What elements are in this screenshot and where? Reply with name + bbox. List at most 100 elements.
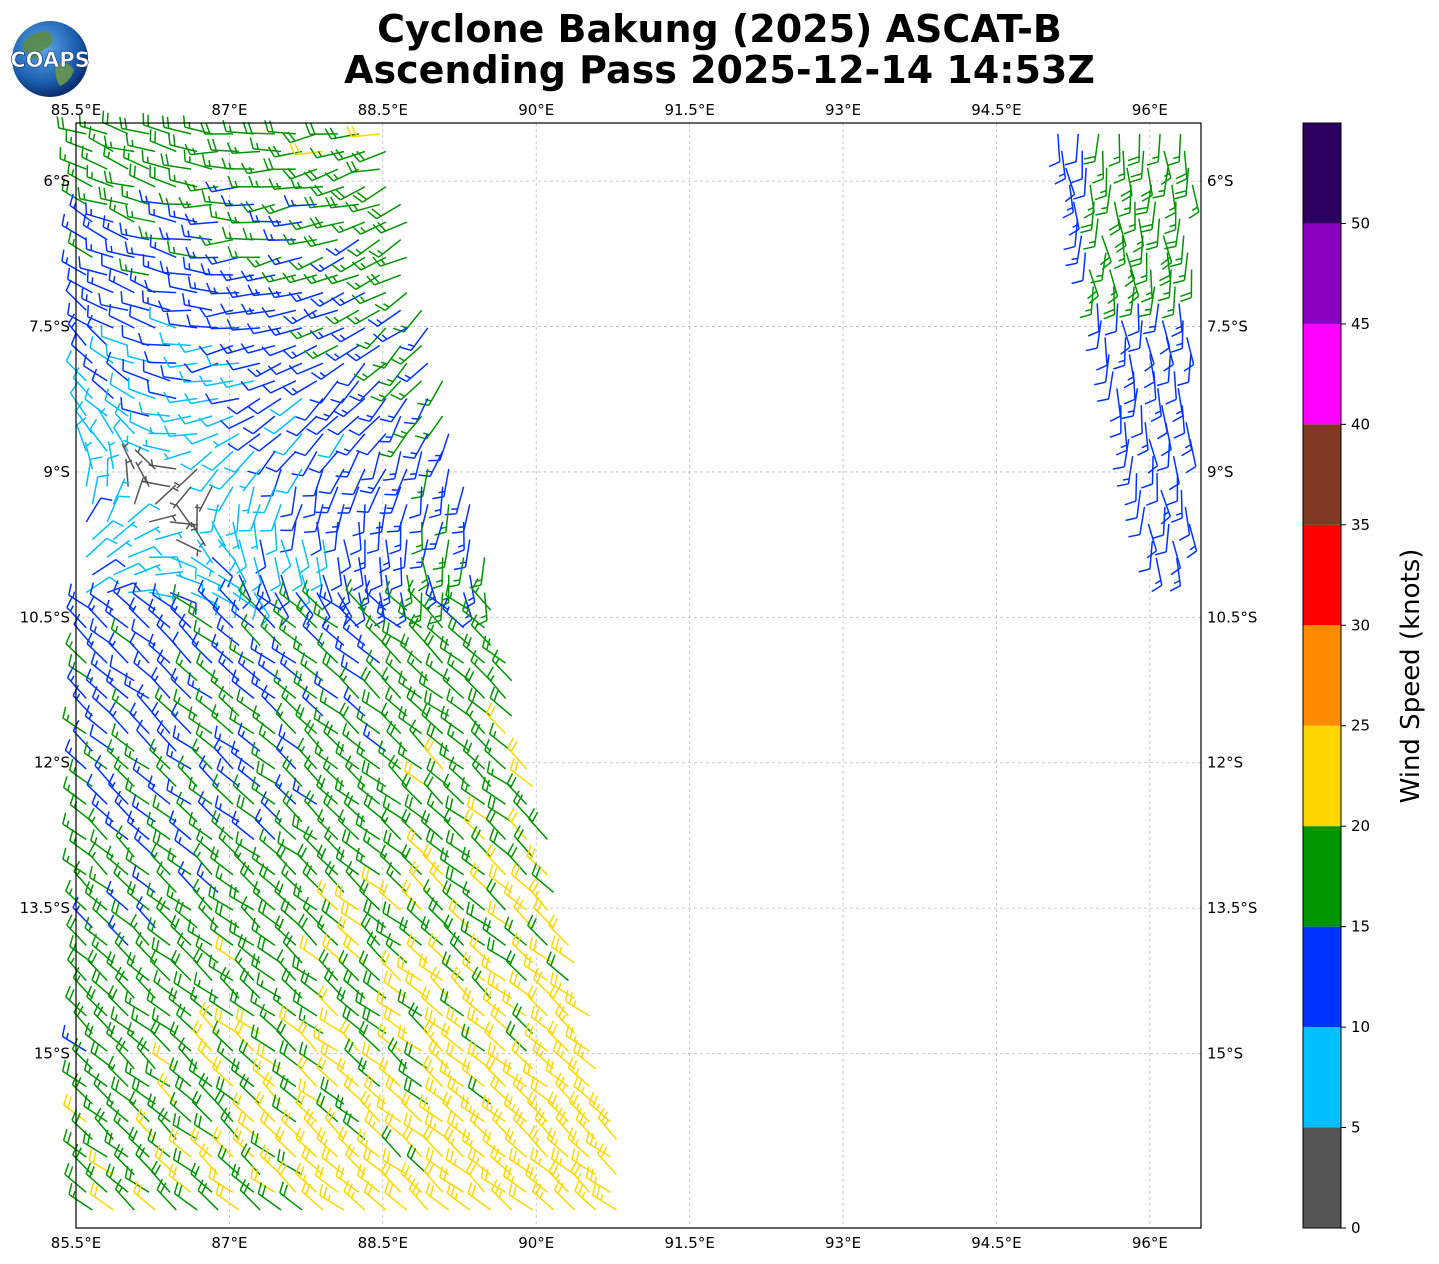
wind-barb [341,829,366,858]
wind-barb [369,504,387,535]
wind-barb [1085,320,1102,352]
wind-barb [265,521,278,556]
wind-barb [170,949,192,982]
wind-barb [198,234,234,247]
wind-barb [146,882,171,911]
wind-barb [212,1126,234,1158]
wind-barb [366,273,401,286]
wind-barb [88,842,108,876]
wind-barb [330,380,360,404]
wind-barb [105,1163,129,1193]
wind-barb [214,1089,234,1123]
wind-barb [178,613,198,646]
wind-barb [356,1128,381,1158]
wind-barb [87,596,108,629]
wind-barb [1097,371,1114,402]
wind-barb [148,427,177,435]
wind-barb [88,126,114,153]
wind-barb [373,327,408,343]
wind-barb [355,812,381,841]
wind-barb [282,167,318,180]
wind-barb [1063,218,1079,251]
wind-barb [420,916,444,946]
wind-barb [383,1005,408,1035]
wind-barb [1146,473,1159,506]
wind-barb [1109,405,1122,439]
wind-barb [439,1059,465,1088]
wind-barb [126,880,150,911]
wind-barb [150,666,171,699]
wind-barb [219,578,240,611]
wind-barb [396,362,429,383]
wind-barb [349,521,362,556]
wind-barb [208,468,240,490]
wind-barb [445,1041,471,1070]
wind-barb [159,332,192,347]
wind-barb [213,433,240,449]
wind-barb [169,1091,192,1123]
wind-barb [471,966,492,999]
wind-barb [417,380,444,406]
wind-barb [149,556,182,569]
wind-barb [387,1037,408,1070]
wind-barb [530,1076,555,1105]
wind-barb [267,254,303,266]
wind-barb [1062,184,1075,219]
wind-barb [233,1020,255,1052]
wind-barb [323,826,345,858]
wind-barb [400,1091,423,1123]
wind-barb [428,897,450,929]
wind-barb [441,1022,465,1052]
wind-barb [525,1163,548,1193]
wind-barb [1169,235,1185,268]
wind-barb [195,687,219,717]
wind-barb [252,1057,276,1088]
wind-barb [295,1127,318,1158]
wind-barb [1169,557,1182,592]
wind-barb [115,1037,135,1070]
lat-tick-left: 9°S [43,463,70,481]
wind-barb [108,632,129,664]
wind-barb [421,703,444,735]
colorbar-segment [1303,424,1341,525]
wind-barb [167,847,192,876]
wind-barb [1124,252,1136,288]
wind-barb [166,778,192,805]
wind-barb [191,632,213,664]
wind-barb [396,954,423,982]
wind-barb [1177,354,1192,387]
wind-barb [292,636,318,664]
lon-tick-top: 93°E [825,101,861,119]
wind-barb [379,398,408,423]
wind-barb [503,1093,527,1123]
wind-barb [445,583,471,611]
wind-barb [360,1090,381,1123]
wind-barb [1094,354,1110,386]
wind-barb [166,883,192,911]
wind-barb [280,521,297,553]
wind-barb [1164,201,1177,235]
wind-barb [212,1020,234,1052]
wind-barb [190,1162,213,1193]
wind-barb [1159,320,1171,355]
wind-barb [1099,235,1112,271]
wind-barb [1143,303,1160,335]
wind-barb [129,163,156,188]
colorbar-segment [1303,223,1341,324]
wind-barb [423,631,444,664]
wind-barb [1165,371,1178,405]
wind-barb [177,755,198,788]
wind-barb [240,343,276,354]
wind-barb [129,304,156,329]
wind-barb [1096,337,1108,371]
wind-barb [386,861,408,893]
wind-barb [309,184,345,197]
wind-barb [384,686,408,717]
lon-tick-top: 85.5°E [51,101,101,119]
wind-barb [169,1021,192,1052]
wind-barb [231,1163,255,1193]
wind-barb [398,916,423,946]
wind-barb [277,1148,303,1176]
wind-barb [1121,388,1139,420]
wind-barb [397,1024,423,1052]
